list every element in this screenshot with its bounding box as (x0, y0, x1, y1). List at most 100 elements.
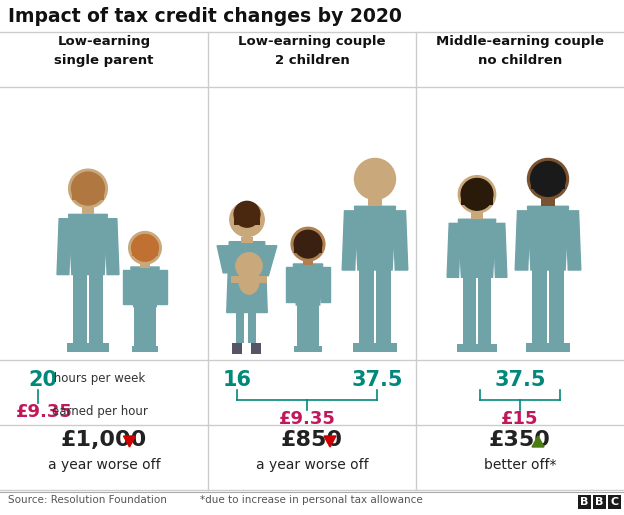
Bar (251, 343, 261, 354)
Polygon shape (258, 246, 277, 276)
Polygon shape (494, 224, 507, 277)
Polygon shape (293, 264, 323, 305)
Bar (608, 495, 621, 509)
Bar (67, 344, 88, 352)
Polygon shape (131, 267, 159, 306)
Text: hours per week: hours per week (50, 372, 145, 385)
Bar (463, 277, 476, 348)
Polygon shape (105, 219, 119, 274)
Bar (308, 305, 319, 346)
Text: £15: £15 (501, 410, 539, 428)
Bar (72, 188, 104, 200)
Circle shape (527, 159, 568, 199)
Bar (251, 277, 268, 283)
Bar (308, 346, 322, 352)
Text: £9.35: £9.35 (278, 410, 336, 428)
Text: C: C (610, 497, 618, 507)
Bar (132, 248, 158, 256)
Text: 16: 16 (223, 370, 251, 390)
Text: Middle-earning couple
no children: Middle-earning couple no children (436, 35, 604, 67)
Bar (532, 270, 547, 348)
Bar (478, 277, 491, 348)
Circle shape (69, 169, 107, 208)
Text: 20: 20 (28, 370, 57, 390)
Bar (248, 313, 256, 343)
Bar (368, 199, 382, 207)
Polygon shape (321, 267, 330, 302)
Circle shape (132, 234, 158, 261)
Bar (145, 306, 156, 346)
Polygon shape (157, 270, 167, 304)
Bar (541, 199, 555, 207)
Circle shape (236, 253, 262, 279)
Text: B: B (595, 497, 603, 507)
Text: a year worse off: a year worse off (47, 458, 160, 472)
Text: £9.35: £9.35 (16, 403, 73, 421)
Bar (132, 346, 145, 352)
Polygon shape (393, 211, 408, 270)
Bar (548, 270, 563, 348)
Bar (89, 274, 103, 348)
Text: earned per hour: earned per hour (52, 405, 148, 418)
Text: Low-earning
single parent: Low-earning single parent (54, 35, 154, 67)
Polygon shape (354, 207, 396, 270)
Polygon shape (532, 436, 544, 447)
Bar (232, 343, 242, 354)
Text: better off*: better off* (484, 458, 556, 472)
Bar (145, 346, 158, 352)
Polygon shape (515, 211, 530, 270)
Text: £1,000: £1,000 (61, 430, 147, 450)
Circle shape (129, 232, 161, 264)
Polygon shape (447, 224, 461, 277)
Bar (294, 346, 308, 352)
Bar (470, 213, 483, 219)
Bar (530, 179, 565, 189)
Bar (296, 305, 308, 346)
Bar (231, 277, 246, 283)
Polygon shape (124, 436, 135, 447)
Polygon shape (566, 211, 581, 270)
Ellipse shape (238, 268, 260, 295)
Polygon shape (342, 211, 357, 270)
Bar (236, 313, 244, 343)
Text: Low-earning couple
2 children: Low-earning couple 2 children (238, 35, 386, 67)
Bar (140, 264, 150, 268)
Polygon shape (217, 246, 233, 273)
Polygon shape (324, 436, 336, 447)
Bar (526, 343, 548, 352)
Text: B: B (580, 497, 588, 507)
Circle shape (459, 176, 495, 213)
Circle shape (72, 172, 104, 205)
Circle shape (294, 230, 322, 258)
Bar (359, 270, 374, 348)
Bar (375, 343, 397, 352)
Polygon shape (459, 219, 495, 277)
Text: *due to increase in personal tax allowance: *due to increase in personal tax allowan… (200, 495, 422, 505)
Text: £350: £350 (489, 430, 551, 450)
Text: 37.5: 37.5 (351, 370, 402, 390)
Polygon shape (286, 267, 295, 302)
Bar (461, 194, 493, 204)
Bar (241, 236, 253, 243)
Bar (578, 495, 591, 509)
Text: Impact of tax credit changes by 2020: Impact of tax credit changes by 2020 (8, 7, 402, 26)
Text: £850: £850 (281, 430, 343, 450)
Circle shape (291, 227, 325, 261)
Bar (376, 270, 391, 348)
Bar (134, 306, 145, 346)
Bar (303, 261, 313, 265)
Polygon shape (527, 207, 568, 270)
Text: Source: Resolution Foundation: Source: Resolution Foundation (8, 495, 167, 505)
Bar (82, 208, 94, 214)
Polygon shape (69, 214, 107, 274)
Bar (88, 344, 109, 352)
Circle shape (354, 159, 396, 199)
Circle shape (230, 202, 264, 236)
Circle shape (461, 179, 493, 210)
Polygon shape (227, 242, 267, 313)
Bar (353, 343, 375, 352)
Bar (73, 274, 87, 348)
Text: 37.5: 37.5 (494, 370, 546, 390)
Bar (593, 495, 606, 509)
Bar (234, 214, 260, 225)
